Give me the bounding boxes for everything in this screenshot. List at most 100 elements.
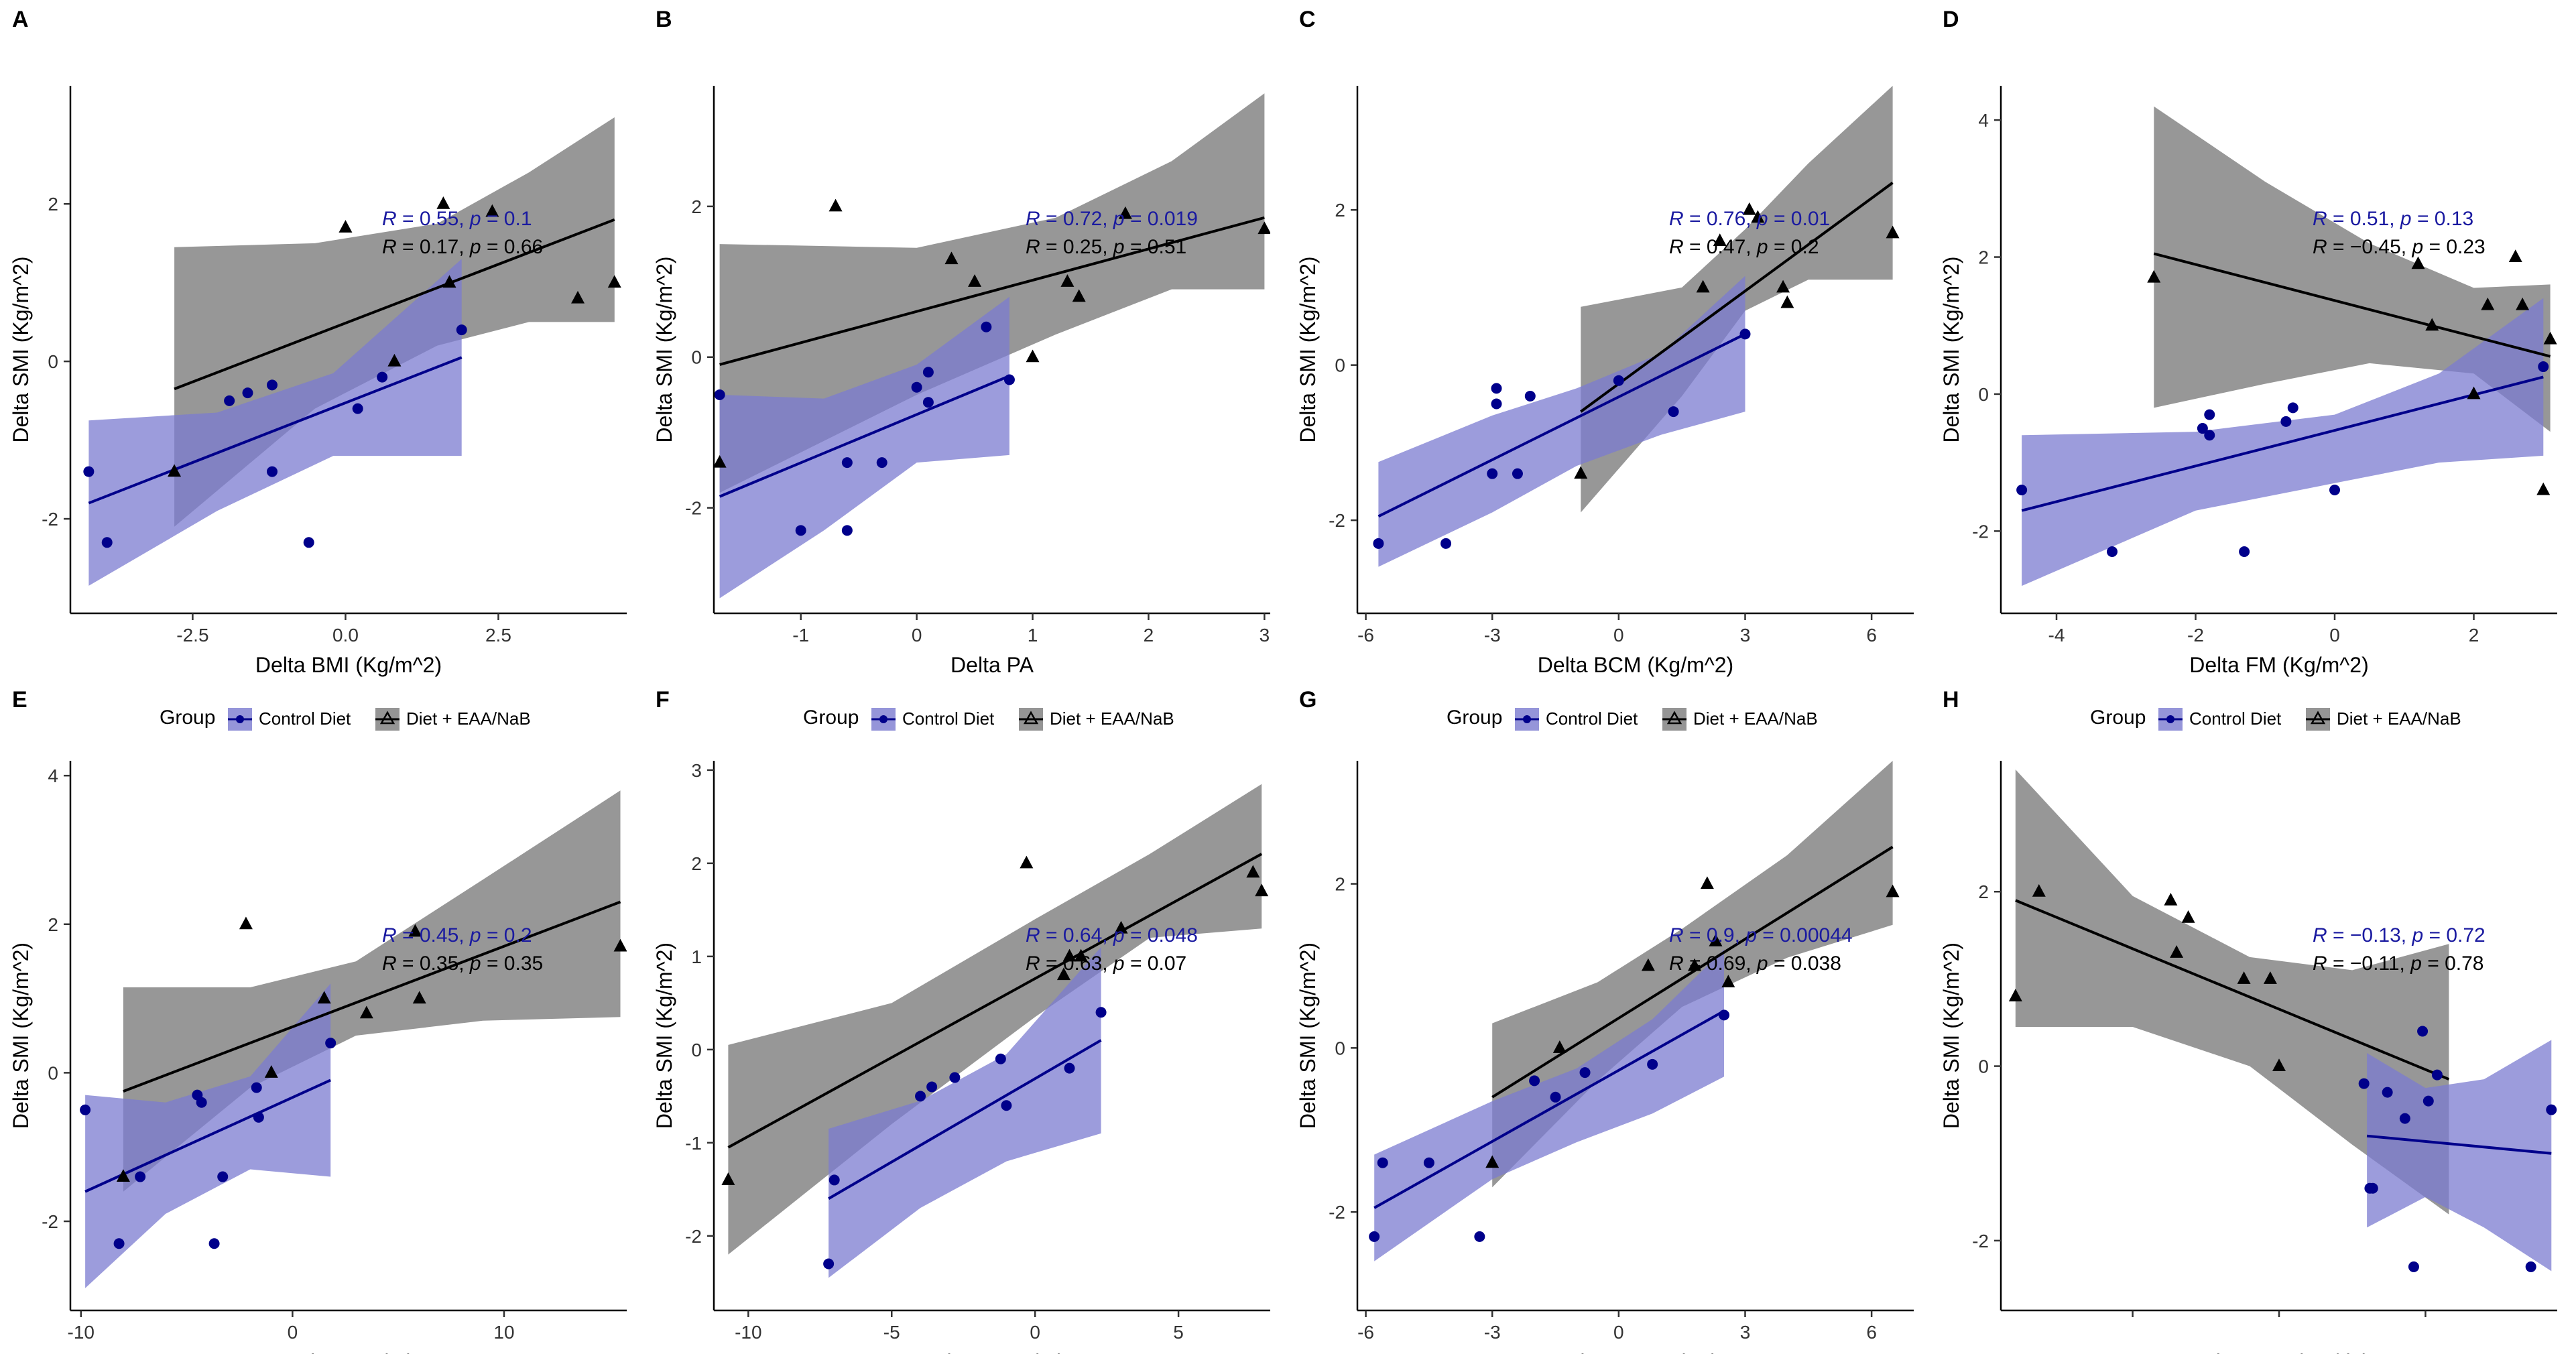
panel-g-stat-eaa: R = 0.69, p = 0.038 [1669, 952, 1841, 975]
panel-e-point-control [251, 1082, 262, 1093]
panel-d-y-tick-label: 2 [1978, 247, 1989, 268]
panel-c-x-tick-label: 3 [1740, 625, 1751, 645]
panel-b-fit-line-eaa [719, 216, 1265, 366]
panel-a-x-tick-label: 2.5 [485, 625, 511, 645]
panel-c-stat-p-value: = 0.01 [1768, 208, 1831, 230]
panel-c-point-eaa [1751, 210, 1765, 223]
panel-f-stat-p-symbol: p [1113, 952, 1125, 975]
panel-f-y-tick-label: -1 [685, 1133, 702, 1154]
panel-c-x-tick-label: 0 [1613, 625, 1624, 645]
panel-a-y-axis-label: Delta SMI (Kg/m^2) [9, 256, 33, 442]
panel-h-point-control [2422, 1095, 2434, 1107]
panel-b-stat-p-symbol: p [1113, 236, 1125, 258]
panel-h-point-eaa [2272, 1058, 2286, 1072]
panel-a-fit-line-control [88, 356, 463, 505]
legend-key-marker [1523, 715, 1531, 723]
panel-e-y-tick-label: 4 [48, 765, 58, 786]
panel-d-point-eaa [2516, 297, 2530, 310]
panel-a-stat-p-value: = 0.66 [481, 236, 544, 258]
panel-f-point-control [1064, 1062, 1075, 1074]
panel-f-stat-eaa: R = 0.63, p = 0.07 [1026, 952, 1186, 975]
panel-g-stat-r-symbol: R [1669, 952, 1684, 975]
panel-b-point-eaa [1258, 221, 1270, 235]
panel-f-x-tick-label: 5 [1173, 1322, 1184, 1343]
panel-g-stat-p-value: = 0.00044 [1757, 924, 1853, 946]
panel-f-point-control [926, 1081, 938, 1093]
panel-e-point-eaa [239, 916, 253, 930]
panel-h-letter: H [1943, 687, 1959, 713]
panel-g-point-eaa [1688, 958, 1702, 971]
panel-d-stat-eaa: R = −0.45, p = 0.23 [2313, 236, 2486, 258]
panel-b-stat-eaa: R = 0.25, p = 0.51 [1026, 236, 1186, 258]
panel-e-point-eaa [264, 1065, 278, 1078]
panel-c-fit-line-control [1377, 332, 1746, 518]
panel-c-point-eaa [1776, 280, 1790, 293]
panel-a-x-axis-label: Delta BMI (Kg/m^2) [255, 653, 442, 677]
panel-f-x-tick-label: -10 [735, 1322, 761, 1343]
panel-b-stat-r-value: = 0.72, [1040, 208, 1113, 230]
panel-a-point-control [303, 537, 314, 548]
panel-c-point-control [1739, 328, 1751, 340]
panel-f-letter: F [656, 687, 670, 713]
panel-d-plot-area [2016, 106, 2557, 587]
panel-d-stat-r-symbol: R [2313, 208, 2327, 230]
panel-b-stat-r-symbol: R [1026, 208, 1040, 230]
panel-b-fit-line-control [719, 375, 1010, 498]
panel-h: H -2 0 2 Delta PCR (mg/dL) Delta SMI (Kg/m^2)… [1939, 687, 2557, 1354]
panel-d-point-eaa [2543, 331, 2557, 345]
legend-label-control: Control Diet [2189, 709, 2282, 729]
panel-c-letter: C [1299, 7, 1316, 32]
panel-a-stat-control: R = 0.55, p = 0.1 [382, 208, 532, 230]
panel-e-x-tick-label: 0 [288, 1322, 298, 1343]
panel-f-y-tick-label: 1 [691, 946, 702, 967]
panel-e-point-control [80, 1104, 91, 1115]
legend-key-marker [879, 715, 887, 723]
panel-c-point-control [1487, 468, 1498, 479]
panel-f-point-control [915, 1091, 926, 1102]
panel-b-point-control [1003, 374, 1015, 385]
panel-b-x-tick-label: 0 [912, 625, 922, 645]
panel-f-stat-r-symbol: R [1026, 952, 1040, 975]
legend-label-eaa: Diet + EAA/NaB [2337, 709, 2461, 729]
panel-d-fit-line-control [2021, 375, 2544, 512]
panel-a-x-tick-label: 0.0 [332, 625, 359, 645]
panel-g-stat-r-value: = 0.9, [1684, 924, 1746, 946]
panel-a-letter: A [12, 7, 29, 32]
panel-b-y-tick-label: 2 [691, 196, 702, 217]
panel-c-point-control [1512, 468, 1523, 479]
panel-d-band-control [2022, 298, 2544, 587]
panel-a-fit-line-eaa [174, 218, 615, 391]
panel-g-y-axis-label: Delta SMI (Kg/m^2) [1296, 942, 1320, 1129]
panel-g-point-control [1579, 1067, 1591, 1079]
panel-h-stat-r-value: = −0.13, [2327, 924, 2412, 946]
panel-b-point-control [841, 457, 853, 469]
panel-g-stat-control: R = 0.9, p = 0.00044 [1669, 924, 1853, 946]
panel-f-point-eaa [1074, 948, 1088, 962]
panel-h-point-eaa [2032, 883, 2046, 897]
panel-e-stat-p-symbol: p [469, 924, 481, 946]
legend-label-eaa: Diet + EAA/NaB [1693, 709, 1818, 729]
panel-h-stat-control: R = −0.13, p = 0.72 [2313, 924, 2486, 946]
panel-e-x-axis-label: Delta MM (%) [283, 1350, 414, 1354]
panel-h-point-control [2382, 1087, 2393, 1098]
panel-h-point-control [2408, 1261, 2419, 1272]
panel-c-x-axis-label: Delta BCM (Kg/m^2) [1538, 653, 1733, 677]
panel-a-point-control [242, 387, 253, 399]
panel-g-point-eaa [1700, 876, 1714, 889]
panel-f-x-tick-label: 0 [1030, 1322, 1040, 1343]
panel-g-x-tick-label: 6 [1866, 1322, 1877, 1343]
panel-e-stat-r-symbol: R [382, 952, 397, 975]
legend-label-control: Control Diet [902, 709, 995, 729]
panel-f-stat-p-value: = 0.07 [1125, 952, 1187, 975]
panel-h-point-control [2367, 1182, 2378, 1194]
panel-h-point-eaa [2008, 989, 2022, 1001]
panel-g-point-control [1719, 1009, 1730, 1021]
panel-g-y-tick-label: -2 [1329, 1202, 1345, 1223]
panel-c-point-eaa [1780, 295, 1794, 308]
panel-e-legend: Group Control Diet Diet + EAA/NaB [160, 706, 531, 731]
panel-f-point-eaa [1062, 948, 1077, 962]
panel-d-point-eaa [2481, 297, 2495, 310]
panel-h-stat-r-symbol: R [2313, 924, 2327, 946]
panel-e-point-eaa [408, 924, 422, 937]
panel-f-point-eaa [1020, 855, 1034, 869]
